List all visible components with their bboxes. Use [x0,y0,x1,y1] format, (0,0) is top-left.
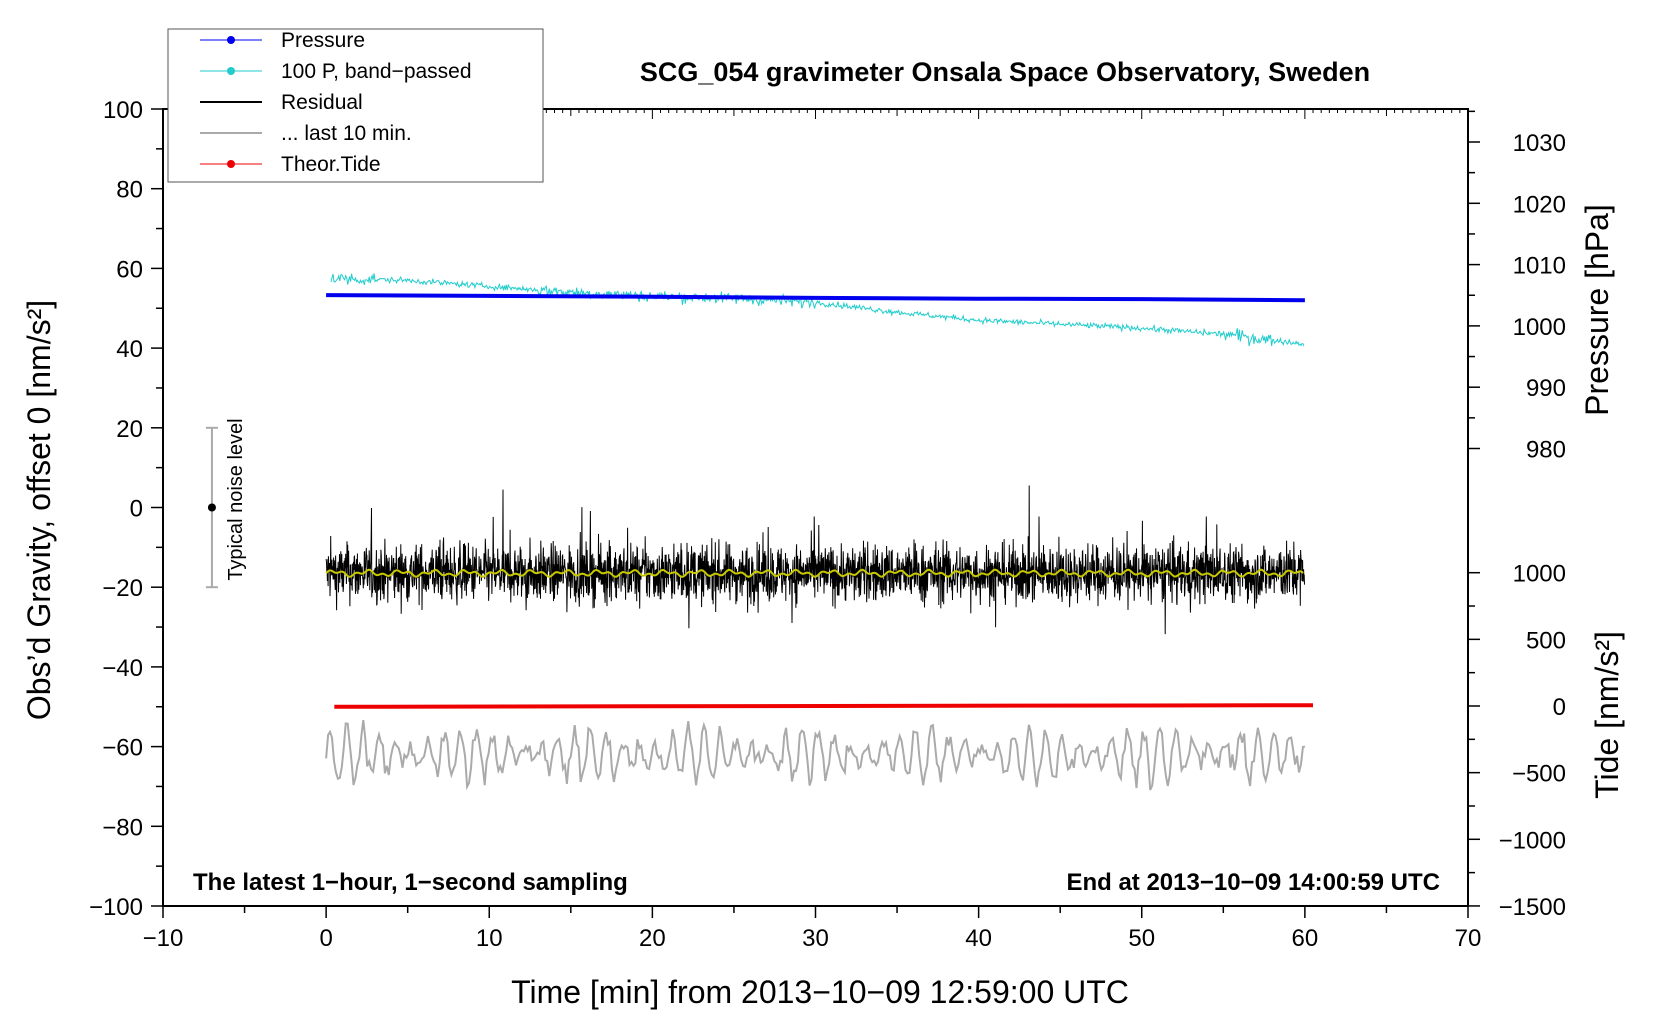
pressure-tick-label: 990 [1526,375,1566,402]
residual-smoothed-line [325,568,1304,578]
y-tick-label-left: −40 [102,655,143,682]
legend-marker [227,67,235,75]
x-tick-label: 30 [802,925,829,952]
legend-label: 100 P, band−passed [281,60,472,83]
y-axis-title-pressure: Pressure [hPa] [1579,204,1615,416]
legend-marker [227,36,235,44]
y-tick-label-left: 20 [116,416,143,443]
tide-tick-label: −1000 [1499,827,1566,854]
series-layer [325,273,1314,791]
x-tick-label: 40 [965,925,992,952]
x-tick-label: −10 [143,925,184,952]
pressure-tick-label: 1000 [1513,314,1566,341]
x-tick-label: 70 [1455,925,1482,952]
y-tick-label-left: −20 [102,575,143,602]
legend: Pressure 100 P, band−passed Residual ... la… [167,28,544,183]
y-axis-title-left: Obs’d Gravity, offset 0 [nm/s²] [21,300,57,720]
pressure-tick-label: 980 [1526,437,1566,464]
axes-layer [151,108,1480,918]
y-tick-label-left: 80 [116,177,143,204]
legend-label: ... last 10 min. [281,122,412,145]
y-tick-label-left: 40 [116,336,143,363]
last-10-min-line [325,719,1306,791]
y-axis-title-tide: Tide [nm/s²] [1589,631,1625,799]
noise-level-indicator: Typical noise level [205,418,247,589]
noise-bar-center-dot [207,503,216,512]
x-axis-title: Time [min] from 2013−10−09 12:59:00 UTC [511,974,1129,1010]
y-tick-label-left: −60 [102,735,143,762]
y-tick-label-left: 0 [130,496,143,523]
pressure-tick-label: 1030 [1513,130,1566,157]
tide-tick-label: −1500 [1499,894,1566,921]
noise-bar-label: Typical noise level [225,418,247,580]
x-tick-label: 60 [1292,925,1319,952]
y-tick-label-left: −100 [89,894,143,921]
y-tick-label-left: 60 [116,256,143,283]
y-tick-label-left: −80 [102,814,143,841]
x-tick-label: 10 [476,925,503,952]
pressure-series-line [326,293,1305,303]
residual-series-line [325,485,1305,635]
tide-tick-label: 1000 [1513,561,1566,588]
chart-title: SCG_054 gravimeter Onsala Space Observat… [640,57,1370,87]
pressure-tick-label: 1010 [1513,253,1566,280]
legend-label: Theor.Tide [281,153,381,176]
legend-label: Residual [281,91,363,114]
y-tick-label-left: 100 [103,97,143,124]
tide-tick-label: −500 [1512,761,1566,788]
legend-label: Pressure [281,29,365,52]
theoretical-tide-line [334,703,1314,709]
footer-right-note: End at 2013−10−09 14:00:59 UTC [1066,869,1440,896]
x-tick-label: 20 [639,925,666,952]
tick-label-layer: −10 0 10 20 30 40 50 60 70100806040200−20−40−60−… [89,97,1566,952]
legend-box [167,28,544,183]
footer-left-note: The latest 1−hour, 1−second sampling [193,869,628,896]
plot-frame [162,108,1469,907]
legend-marker [227,160,235,168]
x-tick-label: 0 [319,925,332,952]
tide-tick-label: 0 [1553,694,1566,721]
tide-tick-label: 500 [1526,627,1566,654]
bandpassed-pressure-line [330,273,1305,347]
pressure-tick-label: 1020 [1513,191,1566,218]
x-tick-label: 50 [1128,925,1155,952]
